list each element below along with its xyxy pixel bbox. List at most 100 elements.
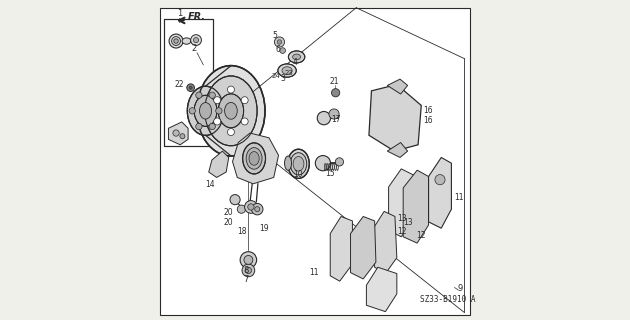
Circle shape <box>209 123 215 130</box>
Circle shape <box>189 108 195 114</box>
Circle shape <box>230 195 240 205</box>
Ellipse shape <box>289 51 305 63</box>
Text: 18: 18 <box>238 227 247 236</box>
Circle shape <box>193 37 198 43</box>
Ellipse shape <box>224 102 238 119</box>
Polygon shape <box>403 170 428 243</box>
Circle shape <box>241 118 248 125</box>
Text: 17: 17 <box>331 115 341 124</box>
Ellipse shape <box>293 54 301 60</box>
Circle shape <box>189 86 192 89</box>
Polygon shape <box>209 151 229 178</box>
Ellipse shape <box>182 38 191 44</box>
Text: 6: 6 <box>276 45 281 54</box>
Text: 22: 22 <box>175 80 185 89</box>
Ellipse shape <box>200 103 212 119</box>
Ellipse shape <box>290 153 307 175</box>
Circle shape <box>174 39 178 43</box>
Text: 7: 7 <box>243 275 249 284</box>
Text: 4: 4 <box>293 59 298 68</box>
Circle shape <box>331 89 340 97</box>
Text: 9: 9 <box>457 284 463 293</box>
Circle shape <box>227 86 234 93</box>
Bar <box>164 19 214 146</box>
Text: 19: 19 <box>260 224 269 233</box>
Text: 20: 20 <box>224 208 234 217</box>
Ellipse shape <box>194 95 217 126</box>
Circle shape <box>335 158 343 166</box>
Polygon shape <box>389 169 414 237</box>
Circle shape <box>244 255 253 264</box>
Text: SZ33-B1910 A: SZ33-B1910 A <box>420 295 476 304</box>
Circle shape <box>251 204 263 215</box>
Circle shape <box>169 34 183 48</box>
Ellipse shape <box>278 64 296 77</box>
Text: 24: 24 <box>272 73 281 79</box>
Text: 11: 11 <box>309 268 319 277</box>
Circle shape <box>329 109 339 119</box>
Ellipse shape <box>249 152 259 165</box>
Circle shape <box>227 129 234 136</box>
Bar <box>164 19 214 146</box>
Text: 13: 13 <box>397 214 406 223</box>
Circle shape <box>245 267 251 274</box>
Text: 8: 8 <box>243 266 249 275</box>
Text: 21: 21 <box>330 77 340 86</box>
Polygon shape <box>330 216 352 281</box>
Text: 20: 20 <box>224 218 234 227</box>
Circle shape <box>242 264 255 277</box>
Text: 12: 12 <box>416 231 425 240</box>
Circle shape <box>173 130 179 136</box>
Polygon shape <box>232 133 278 184</box>
Polygon shape <box>168 122 188 145</box>
Ellipse shape <box>218 94 244 128</box>
Text: 5: 5 <box>272 31 277 40</box>
Ellipse shape <box>288 149 309 178</box>
Polygon shape <box>373 212 397 274</box>
Text: 13: 13 <box>403 218 413 227</box>
Circle shape <box>215 108 222 114</box>
Polygon shape <box>387 142 408 157</box>
Text: 15: 15 <box>326 170 335 179</box>
Ellipse shape <box>243 143 265 174</box>
Text: 12: 12 <box>397 227 406 236</box>
Polygon shape <box>369 84 421 151</box>
Circle shape <box>171 36 181 45</box>
Ellipse shape <box>293 156 304 171</box>
Circle shape <box>280 48 285 53</box>
Circle shape <box>255 207 260 212</box>
Circle shape <box>187 84 195 92</box>
Circle shape <box>209 92 215 98</box>
Circle shape <box>191 35 202 45</box>
Polygon shape <box>350 216 376 279</box>
Circle shape <box>240 252 256 268</box>
Circle shape <box>241 97 248 104</box>
Text: 3: 3 <box>280 74 285 83</box>
Text: 16: 16 <box>423 116 432 124</box>
Circle shape <box>435 175 445 185</box>
Ellipse shape <box>246 148 262 169</box>
Ellipse shape <box>285 156 292 170</box>
Text: 1: 1 <box>176 9 182 18</box>
Text: 11: 11 <box>454 193 464 202</box>
Circle shape <box>214 118 220 125</box>
Circle shape <box>214 97 220 104</box>
Text: 16: 16 <box>423 106 432 115</box>
Circle shape <box>180 134 185 139</box>
Circle shape <box>318 111 331 125</box>
Circle shape <box>196 123 202 130</box>
Polygon shape <box>367 267 397 312</box>
Circle shape <box>316 156 331 171</box>
Circle shape <box>248 204 254 210</box>
Text: 14: 14 <box>205 180 215 189</box>
Polygon shape <box>428 157 452 228</box>
Circle shape <box>238 205 246 213</box>
Polygon shape <box>387 79 408 94</box>
Ellipse shape <box>282 67 292 74</box>
Ellipse shape <box>197 66 265 156</box>
Ellipse shape <box>187 86 224 135</box>
Circle shape <box>277 40 282 44</box>
Ellipse shape <box>205 76 257 146</box>
Text: 10: 10 <box>293 171 302 180</box>
Circle shape <box>275 37 285 47</box>
